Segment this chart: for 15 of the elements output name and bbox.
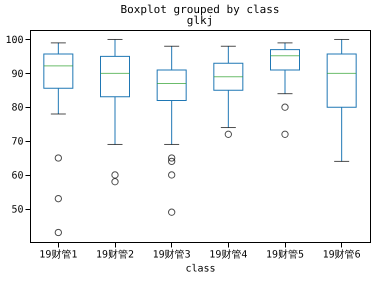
y-tick-label: 90 (11, 68, 24, 80)
x-tick-label: 19财管5 (266, 248, 304, 260)
y-tick-label: 50 (11, 204, 24, 216)
y-tick-label: 80 (11, 102, 24, 114)
y-tick-label: 70 (11, 136, 24, 148)
x-tick-label: 19财管4 (209, 248, 248, 260)
x-tick-label: 19财管6 (322, 248, 361, 260)
y-tick-label: 60 (11, 170, 24, 182)
x-tick-label: 19财管3 (152, 248, 191, 260)
y-tick-label: 100 (5, 34, 24, 46)
chart-title: Boxplot grouped by class (120, 3, 280, 16)
x-tick-label: 19财管1 (39, 248, 78, 260)
chart-subtitle: glkj (186, 14, 214, 27)
x-axis-title: class (185, 264, 216, 274)
x-tick-label: 19财管2 (96, 248, 134, 260)
